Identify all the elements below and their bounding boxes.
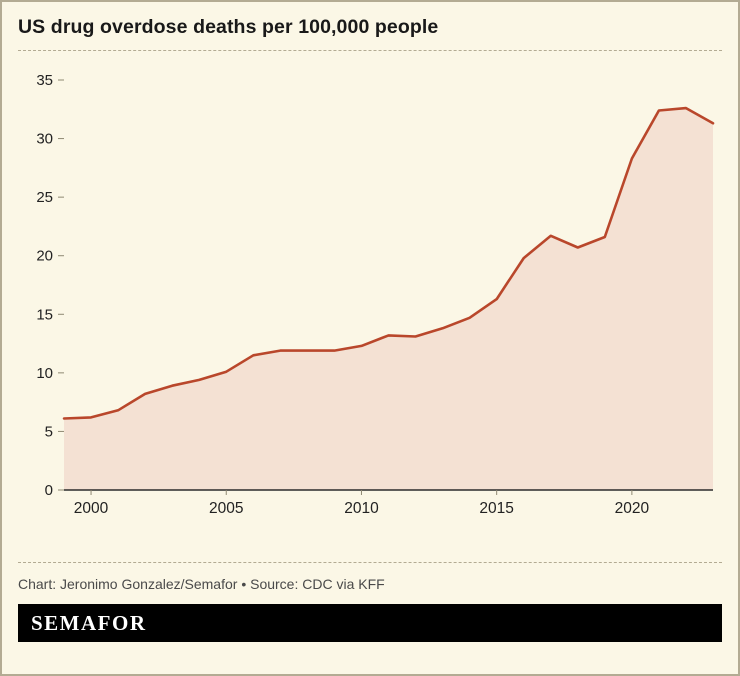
page-title: US drug overdose deaths per 100,000 peop…	[18, 16, 439, 38]
y-axis-label: 25	[36, 189, 53, 206]
y-axis-label: 15	[36, 306, 53, 323]
x-axis-label: 2010	[344, 500, 379, 517]
semafor-logo: SEMAFOR	[31, 610, 147, 635]
overdose-chart-svg: 0 5 10 15 20 25 30 35 2000 2005 2010 2015 2020	[36, 72, 715, 517]
top-separator	[18, 50, 722, 51]
semafor-logo-bar: SEMAFOR	[18, 604, 722, 642]
y-axis-label: 30	[36, 131, 53, 148]
y-axis-label: 20	[36, 248, 53, 265]
x-axis-label: 2000	[74, 500, 109, 517]
x-axis-label: 2005	[209, 500, 243, 517]
x-axis-label: 2015	[479, 500, 513, 517]
y-axis-label: 0	[45, 482, 53, 499]
y-axis-label: 35	[36, 72, 53, 89]
chart-credit: Chart: Jeronimo Gonzalez/Semafor • Sourc…	[18, 576, 385, 592]
x-axis-label: 2020	[615, 500, 650, 517]
data-line	[62, 106, 715, 420]
y-axis-label: 10	[36, 365, 53, 382]
bottom-separator	[18, 562, 722, 563]
y-axis-label: 5	[45, 423, 53, 440]
chart-area: 0 5 10 15 20 25 30 35 2000 2005 2010 2015 2020	[18, 57, 722, 522]
area-fill	[64, 108, 713, 490]
